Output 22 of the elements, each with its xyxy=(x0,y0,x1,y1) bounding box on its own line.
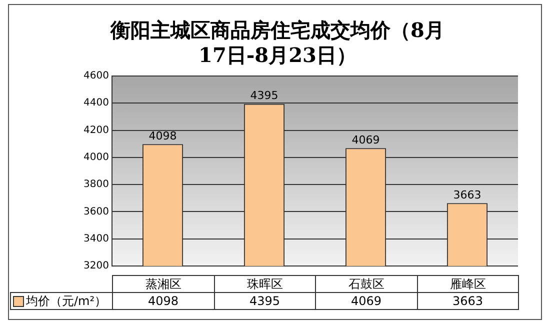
data-label: 3663 xyxy=(453,188,482,202)
x-tick-label: 蒸湘区 xyxy=(112,275,214,293)
y-tick-label: 3600 xyxy=(84,206,109,218)
text: 3663 xyxy=(416,292,519,310)
text: 4098 xyxy=(112,292,214,310)
y-tick-label: 3400 xyxy=(84,233,109,244)
data-label: 4098 xyxy=(148,129,177,142)
text: 均价（元/m²） xyxy=(26,294,107,308)
x-tick-label: 珠晖区 xyxy=(214,275,316,293)
y-tick-label: 4600 xyxy=(84,70,109,82)
y-tick-label: 3800 xyxy=(84,179,109,190)
text: 4395 xyxy=(214,292,316,310)
text: 4069 xyxy=(315,292,418,310)
x-tick-label: 石鼓区 xyxy=(315,275,418,293)
y-tick-label: 4400 xyxy=(84,98,109,109)
y-tick-label: 4000 xyxy=(84,152,109,164)
chart-title: 衡阳主城区商品房住宅成交均价（8月17日-8月23日） xyxy=(109,18,446,68)
data-label: 4069 xyxy=(352,133,380,146)
data-label: 4395 xyxy=(250,89,278,102)
y-tick-label: 3200 xyxy=(84,260,109,272)
y-tick-label: 4200 xyxy=(84,124,109,136)
x-tick-label: 雁峰区 xyxy=(416,275,519,293)
